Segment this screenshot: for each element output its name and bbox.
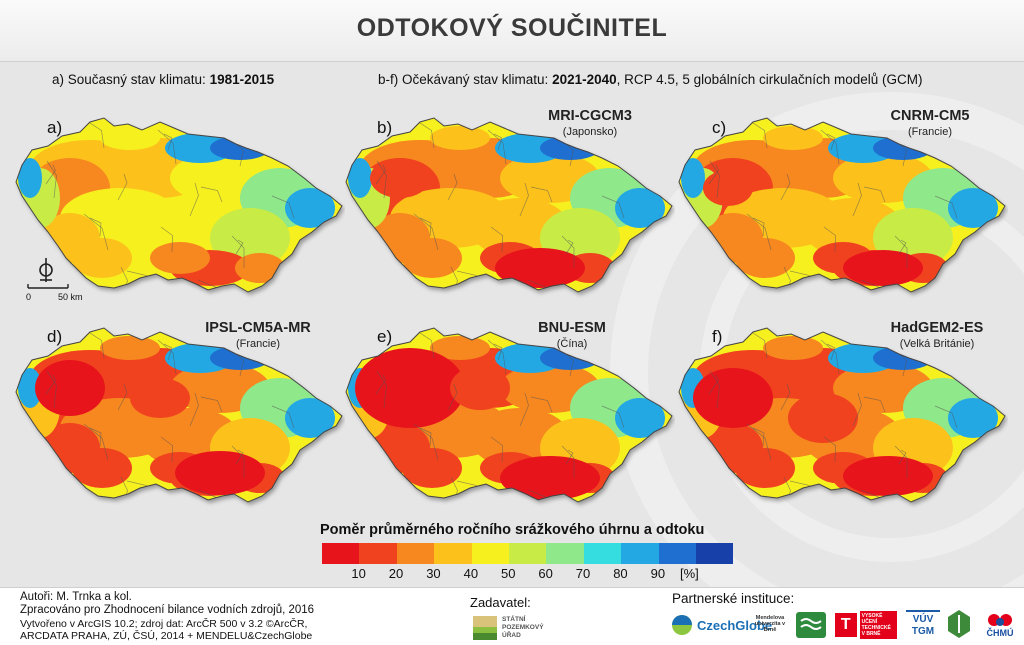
legend-tick-40: 40 (463, 566, 479, 581)
panel-label-5: e) (377, 327, 393, 346)
vut-t-icon: T (835, 613, 857, 637)
legend-swatch-9 (621, 543, 659, 564)
model-country: (Francie) (907, 126, 952, 138)
scale-bar: 0 50 km (26, 258, 83, 302)
legend-tick-10: 10 (351, 566, 366, 581)
model-caption-6: HadGEM2-ES (Velká Británie) (877, 320, 997, 350)
map-panel-5 (340, 318, 675, 523)
map-panel-4 (10, 318, 345, 523)
partner-logo-vuv-green (796, 612, 826, 638)
scale-zero: 0 (26, 292, 31, 302)
partner-logo-vuv-tgm: VÚV TGM (906, 610, 940, 640)
panel-label-4: d) (47, 327, 63, 346)
panel-label-2: b) (377, 118, 393, 137)
legend-swatch-3 (396, 543, 435, 564)
model-name: HadGEM2-ES (890, 320, 984, 336)
sources-text: ARCDATA PRAHA, ZÚ, ČSÚ, 2014 + MENDELU&C… (20, 630, 313, 642)
model-caption-5: BNU-ESM (Čína) (512, 320, 632, 350)
model-caption-3: CNRM-CM5 (Francie) (870, 108, 990, 138)
waves-icon (800, 618, 822, 630)
legend-tick-70: 70 (575, 566, 591, 581)
legend-title: Poměr průměrného ročního srážkového úhrn… (320, 522, 705, 538)
legend-swatch-1 (322, 543, 360, 564)
model-name: CNRM-CM5 (890, 108, 970, 124)
map-panel-6 (673, 318, 1008, 523)
model-country: (Čína) (556, 338, 588, 350)
legend-tick-80: 80 (613, 566, 628, 581)
partner-logo-mendelu: Mendelova univerzita v Brně (754, 615, 786, 633)
legend-swatch-4 (434, 543, 472, 564)
model-name: BNU-ESM (538, 320, 606, 336)
legend-swatch-8 (583, 543, 622, 564)
legend-swatch-2 (359, 543, 397, 564)
north-arrow-icon (39, 258, 53, 282)
czechglobe-icon (672, 615, 692, 635)
model-caption-2: MRI-CGCM3 (Japonsko) (530, 108, 650, 138)
model-name: MRI-CGCM3 (548, 108, 632, 124)
choropleth-map (345, 117, 673, 293)
model-caption-4: IPSL-CM5A-MR (Francie) (198, 320, 318, 350)
partners-label: Partnerské instituce: (672, 591, 795, 606)
legend-unit: [%] (680, 566, 699, 581)
legend-tick-50: 50 (501, 566, 516, 581)
legend-swatch-10 (658, 543, 696, 564)
choropleth-map (678, 327, 1006, 503)
legend-swatch-5 (471, 543, 509, 564)
choropleth-map (15, 117, 343, 293)
client-label: Zadavatel: (470, 595, 531, 610)
map-panel-2 (340, 108, 675, 313)
legend-swatch-6 (508, 543, 547, 564)
partner-logo-chmu: ČHMÚ (980, 608, 1020, 642)
choropleth-map (678, 117, 1006, 293)
partner-logo-czechglobe: CzechGlobe (670, 610, 788, 640)
legend-swatch-7 (546, 543, 584, 564)
chmu-icon (988, 614, 1012, 626)
legend-tick-20: 20 (388, 566, 404, 581)
heading-future-climate: b-f) Očekávaný stav klimatu: 2021-2040, … (378, 72, 923, 87)
model-country: (Japonsko) (562, 126, 618, 138)
map-panel-3 (673, 108, 1008, 313)
client-logo: STÁTNÍ POZEMKOVÝ ÚŘAD (472, 613, 564, 643)
footer: Autoři: M. Trnka a kol. Zpracováno pro Z… (0, 587, 1024, 645)
processed-text: Zpracováno pro Zhodnocení bilance vodníc… (20, 604, 315, 616)
legend-swatch-11 (695, 543, 734, 564)
heading-current-climate: a) Současný stav klimatu: 1981-2015 (52, 72, 275, 87)
hexagon-leaf-icon (948, 610, 970, 638)
page-title: ODTOKOVÝ SOUČINITEL (356, 14, 668, 42)
model-country: (Francie) (235, 338, 280, 350)
authors-text: Autoři: M. Trnka a kol. (20, 591, 132, 603)
panel-label-3: c) (712, 118, 727, 137)
choropleth-map (15, 327, 343, 503)
legend-tick-30: 30 (426, 566, 441, 581)
color-legend (322, 543, 734, 564)
choropleth-map (345, 327, 673, 503)
model-name: IPSL-CM5A-MR (205, 320, 311, 336)
panel-label-1: a) (47, 118, 63, 137)
panel-label-6: f) (712, 327, 723, 346)
map-panel-1 (10, 108, 345, 313)
legend-tick-60: 60 (538, 566, 553, 581)
client-logo-icon (473, 616, 497, 640)
partner-logo-hexagon (946, 608, 972, 640)
legend-tick-90: 90 (650, 566, 666, 581)
created-text: Vytvořeno v ArcGIS 10.2; zdroj dat: ArcČ… (20, 618, 308, 630)
title-bar: ODTOKOVÝ SOUČINITEL (0, 0, 1024, 62)
scale-distance: 50 km (58, 292, 83, 302)
partner-logo-vut: T VYSOKÉ UČENÍ TECHNICKÉ V BRNĚ (835, 611, 897, 639)
model-country: (Velká Británie) (899, 338, 975, 350)
